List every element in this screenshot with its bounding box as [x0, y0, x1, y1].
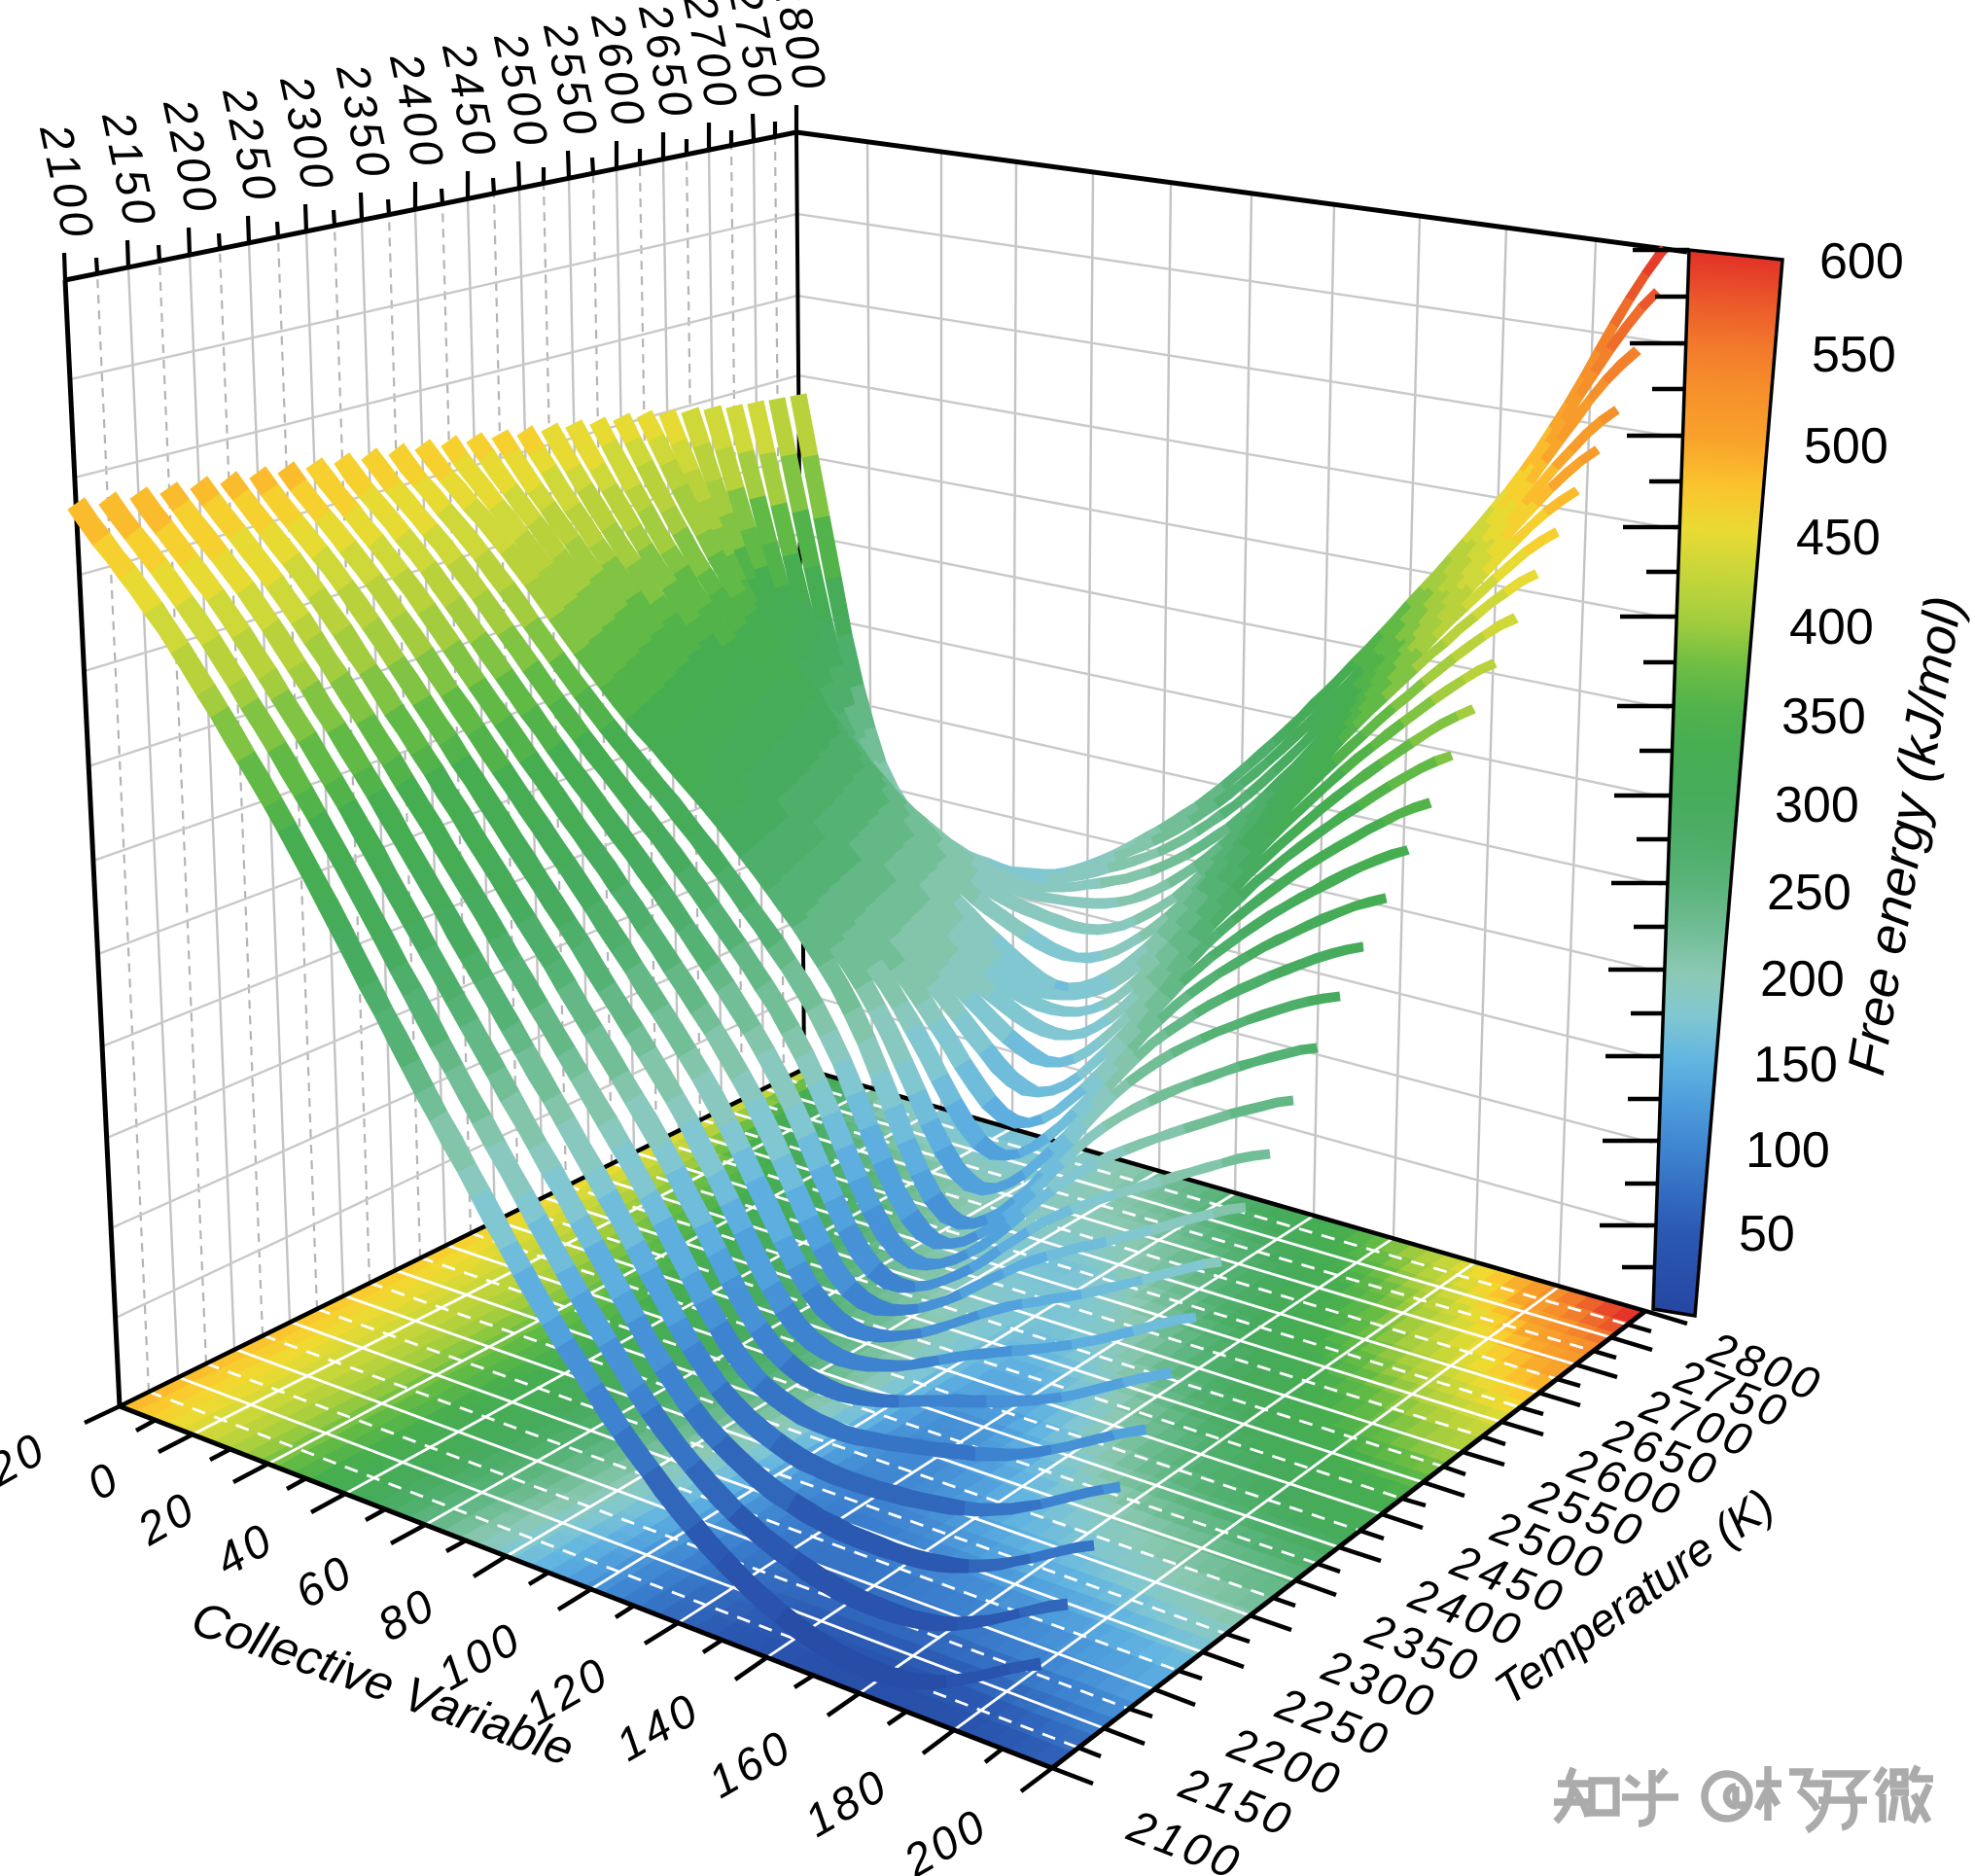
svg-text:50: 50: [1739, 1206, 1795, 1262]
svg-text:60: 60: [286, 1544, 363, 1618]
svg-text:-20: -20: [0, 1422, 55, 1505]
svg-text:20: 20: [127, 1481, 205, 1556]
svg-text:250: 250: [1767, 865, 1852, 921]
svg-text:150: 150: [1753, 1037, 1838, 1093]
svg-text:40: 40: [206, 1512, 283, 1586]
svg-text:400: 400: [1789, 599, 1874, 655]
svg-text:300: 300: [1775, 777, 1859, 833]
svg-text:80: 80: [369, 1577, 445, 1651]
svg-text:500: 500: [1804, 418, 1888, 475]
svg-text:Free energy (kJ/mol): Free energy (kJ/mol): [1837, 591, 1974, 1079]
svg-text:180: 180: [795, 1758, 898, 1847]
svg-text:450: 450: [1796, 510, 1881, 566]
svg-text:2150: 2150: [92, 106, 167, 232]
svg-text:100: 100: [1746, 1122, 1830, 1179]
svg-text:140: 140: [607, 1682, 709, 1771]
svg-text:550: 550: [1812, 327, 1896, 383]
svg-text:0: 0: [78, 1451, 129, 1510]
svg-text:350: 350: [1781, 689, 1866, 745]
svg-text:200: 200: [1760, 951, 1845, 1008]
svg-text:2100: 2100: [30, 119, 105, 245]
svg-text:160: 160: [699, 1719, 801, 1808]
svg-text:600: 600: [1819, 233, 1904, 290]
svg-text:200: 200: [894, 1798, 997, 1876]
